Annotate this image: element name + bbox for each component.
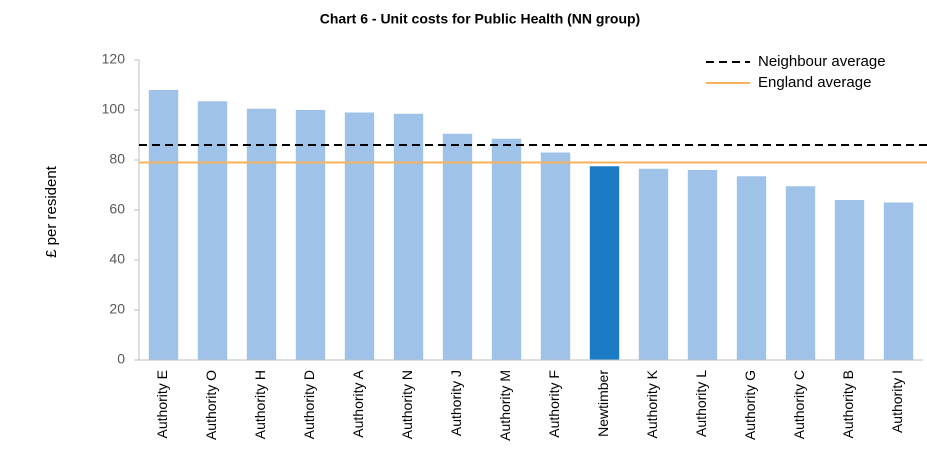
x-tick-label: Authority L: [693, 370, 709, 437]
x-tick-label: Authority F: [546, 370, 562, 438]
bar: [393, 113, 424, 360]
bar: [344, 112, 375, 360]
x-tick-label: Authority B: [840, 370, 856, 438]
bar: [491, 138, 522, 360]
x-tick-label: Authority H: [252, 370, 268, 439]
bar: [834, 200, 865, 360]
bar: [295, 110, 326, 360]
x-tick-label: Authority G: [742, 370, 758, 440]
x-tick-label: Authority C: [791, 370, 807, 439]
bar: [736, 176, 767, 360]
y-tick-label: 40: [109, 251, 125, 267]
bar: [540, 152, 571, 360]
y-tick-label: 60: [109, 201, 125, 217]
chart-title: Chart 6 - Unit costs for Public Health (…: [320, 11, 640, 27]
bar: [638, 168, 669, 360]
bar: [785, 186, 816, 360]
y-tick-label: 80: [109, 151, 125, 167]
bar: [687, 170, 718, 360]
x-tick-label: Authority D: [301, 370, 317, 439]
x-tick-label: Authority M: [497, 370, 513, 441]
x-tick-label: Authority I: [889, 370, 905, 433]
x-tick-label: Authority N: [399, 370, 415, 439]
legend-label: Neighbour average: [758, 53, 886, 70]
x-tick-label: Newtimber: [595, 370, 611, 437]
x-tick-label: Authority K: [644, 369, 660, 438]
x-tick-label: Authority A: [350, 369, 366, 437]
y-tick-label: 120: [102, 51, 126, 67]
y-tick-label: 100: [102, 101, 126, 117]
bar: [246, 108, 277, 360]
x-tick-label: Authority J: [448, 370, 464, 436]
bar: [197, 101, 228, 360]
bar: [442, 133, 473, 360]
bar: [148, 90, 179, 360]
bar: [589, 166, 620, 360]
legend-label: England average: [758, 74, 871, 91]
bar: [883, 202, 914, 360]
y-tick-label: 0: [117, 351, 125, 367]
y-axis-label: £ per resident: [43, 165, 60, 258]
y-tick-label: 20: [109, 301, 125, 317]
x-tick-label: Authority O: [203, 370, 219, 440]
x-tick-label: Authority E: [154, 370, 170, 438]
